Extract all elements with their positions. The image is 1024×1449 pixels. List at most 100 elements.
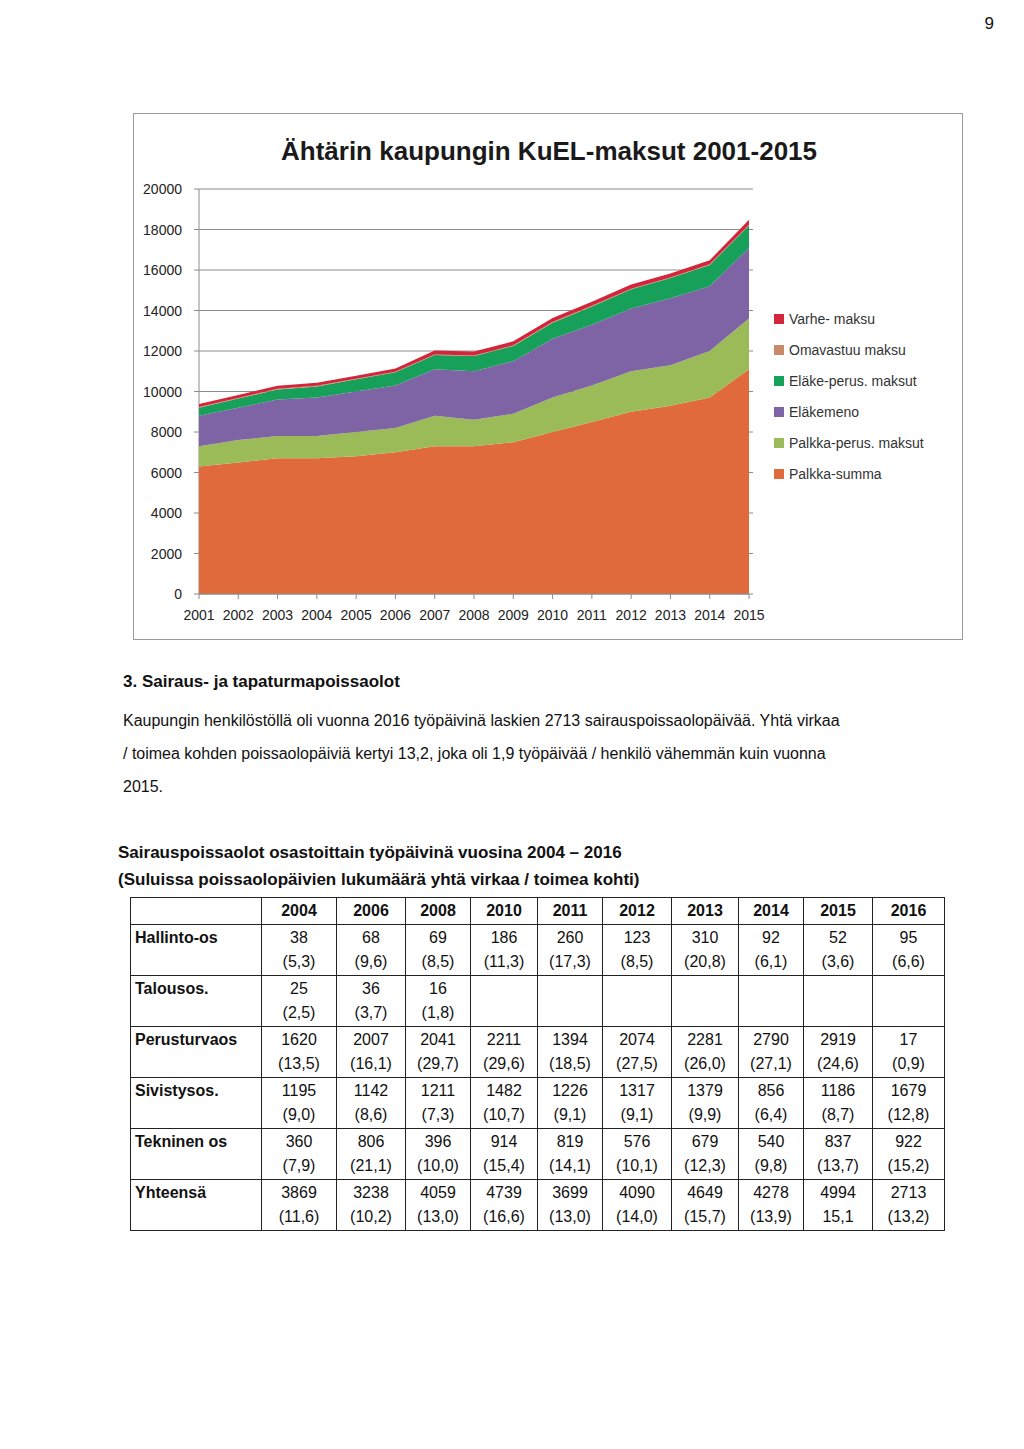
- table-cell: 123(8,5): [603, 925, 672, 976]
- x-tick-label: 2005: [341, 607, 372, 623]
- header-cell: 2013: [672, 898, 739, 925]
- cell-value: 1482: [473, 1079, 535, 1103]
- cell-value: 922: [875, 1130, 942, 1154]
- cell-per-post: (1,8): [408, 1001, 468, 1025]
- x-tick: [670, 594, 671, 599]
- cell-value: 1186: [806, 1079, 870, 1103]
- x-tick: [513, 594, 514, 599]
- x-tick-label: 2002: [223, 607, 254, 623]
- y-tick: [194, 472, 199, 473]
- cell-value: 2281: [674, 1028, 736, 1052]
- cell-value: 25: [264, 977, 334, 1001]
- cell-per-post: (13,2): [875, 1205, 942, 1229]
- table-cell: 38(5,3): [262, 925, 337, 976]
- table-cell: 2281(26,0): [672, 1027, 739, 1078]
- cell-empty: [473, 977, 535, 1025]
- cell-per-post: (13,0): [408, 1205, 468, 1229]
- table-cell: 4090(14,0): [603, 1180, 672, 1231]
- cell-per-post: (9,1): [605, 1103, 669, 1127]
- row-label: Hallinto-os: [131, 925, 262, 976]
- cell-per-post: (3,6): [806, 950, 870, 974]
- cell-value: 4649: [674, 1181, 736, 1205]
- table-cell: 4278(13,9): [739, 1180, 804, 1231]
- cell-per-post: (10,0): [408, 1154, 468, 1178]
- table-cell: 260(17,3): [538, 925, 603, 976]
- table-cell: 1379(9,9): [672, 1078, 739, 1129]
- grid-line: [199, 270, 753, 271]
- row-label: Tekninen os: [131, 1129, 262, 1180]
- cell-value: 1379: [674, 1079, 736, 1103]
- cell-value: 260: [540, 926, 600, 950]
- paragraph-line: 2015.: [123, 778, 163, 796]
- x-tick-label: 2009: [498, 607, 529, 623]
- paragraph-line: Kaupungin henkilöstöllä oli vuonna 2016 …: [123, 712, 840, 730]
- y-tick-label: 18000: [143, 222, 182, 238]
- cell-per-post: (9,6): [339, 950, 403, 974]
- plot-area: [199, 220, 749, 594]
- legend-label: Omavastuu maksu: [789, 342, 906, 358]
- legend-swatch: [774, 345, 784, 355]
- cell-per-post: (10,7): [473, 1103, 535, 1127]
- table-cell: 3699(13,0): [538, 1180, 603, 1231]
- table-cell: 16(1,8): [406, 976, 471, 1027]
- table-cell: 806(21,1): [337, 1129, 406, 1180]
- table-cell: 2074(27,5): [603, 1027, 672, 1078]
- table-cell: 310(20,8): [672, 925, 739, 976]
- table-cell: 95(6,6): [873, 925, 945, 976]
- cell-value: 38: [264, 926, 334, 950]
- cell-value: 4059: [408, 1181, 468, 1205]
- table-cell: 17(0,9): [873, 1027, 945, 1078]
- cell-value: 2713: [875, 1181, 942, 1205]
- y-tick-label: 4000: [151, 505, 182, 521]
- y-tick: [194, 229, 199, 230]
- legend-label: Eläke-perus. maksut: [789, 373, 917, 389]
- chart: Ähtärin kaupungin KuEL-maksut 2001-20150…: [134, 114, 962, 639]
- row-label: Sivistysos.: [131, 1078, 262, 1129]
- x-tick-label: 2008: [458, 607, 489, 623]
- header-cell: 2010: [471, 898, 538, 925]
- cell-per-post: (21,1): [339, 1154, 403, 1178]
- table-cell: [873, 976, 945, 1027]
- table-row: Talousos.25(2,5)36(3,7)16(1,8): [131, 976, 945, 1027]
- table-cell: 4739(16,6): [471, 1180, 538, 1231]
- cell-empty: [741, 977, 801, 1025]
- cell-per-post: (2,5): [264, 1001, 334, 1025]
- table-cell: 52(3,6): [804, 925, 873, 976]
- y-tick-label: 8000: [151, 424, 182, 440]
- grid-line: [199, 594, 753, 595]
- table-cell: 2041(29,7): [406, 1027, 471, 1078]
- header-cell: 2008: [406, 898, 471, 925]
- table-cell: 1620(13,5): [262, 1027, 337, 1078]
- table-cell: 360(7,9): [262, 1129, 337, 1180]
- table-cell: [603, 976, 672, 1027]
- cell-value: 2211: [473, 1028, 535, 1052]
- cell-per-post: (10,1): [605, 1154, 669, 1178]
- table-cell: 1142(8,6): [337, 1078, 406, 1129]
- table-cell: 3238(10,2): [337, 1180, 406, 1231]
- cell-per-post: (11,6): [264, 1205, 334, 1229]
- cell-per-post: (12,8): [875, 1103, 942, 1127]
- chart-title: Ähtärin kaupungin KuEL-maksut 2001-2015: [281, 136, 817, 166]
- cell-value: 1226: [540, 1079, 600, 1103]
- x-tick-label: 2011: [577, 607, 607, 623]
- cell-value: 4739: [473, 1181, 535, 1205]
- header-cell: 2012: [603, 898, 672, 925]
- cell-per-post: (27,5): [605, 1052, 669, 1076]
- x-tick-label: 2015: [733, 607, 764, 623]
- cell-value: 1620: [264, 1028, 334, 1052]
- x-tick: [277, 594, 278, 599]
- y-tick: [194, 594, 199, 595]
- table-cell: 68(9,6): [337, 925, 406, 976]
- cell-per-post: (14,1): [540, 1154, 600, 1178]
- x-tick: [749, 594, 750, 599]
- cell-value: 4278: [741, 1181, 801, 1205]
- x-tick: [395, 594, 396, 599]
- legend-label: Varhe- maksu: [789, 311, 875, 327]
- cell-per-post: (12,3): [674, 1154, 736, 1178]
- table-row: Sivistysos.1195(9,0)1142(8,6)1211(7,3)14…: [131, 1078, 945, 1129]
- cell-per-post: (9,0): [264, 1103, 334, 1127]
- table-cell: 576(10,1): [603, 1129, 672, 1180]
- table-cell: 1211(7,3): [406, 1078, 471, 1129]
- table-cell: 2007(16,1): [337, 1027, 406, 1078]
- table-cell: 1226(9,1): [538, 1078, 603, 1129]
